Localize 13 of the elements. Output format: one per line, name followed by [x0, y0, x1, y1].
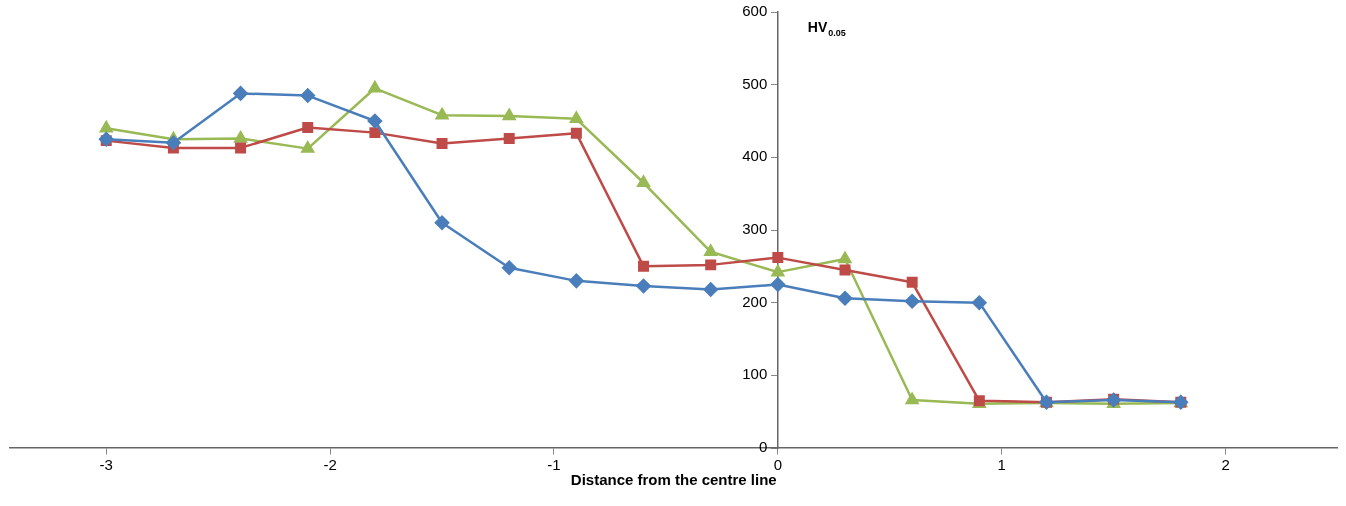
x-tick-label: -1 — [547, 456, 561, 474]
y-tick-label: 300 — [742, 220, 768, 238]
y-tick-label: 400 — [742, 147, 768, 165]
x-tick-label: -3 — [99, 456, 113, 474]
x-tick-label: 2 — [1221, 456, 1230, 474]
x-tick-label: 1 — [997, 456, 1006, 474]
y-tick-label: 200 — [742, 292, 768, 310]
y-tick-label: 100 — [742, 365, 768, 383]
x-tick-label: -2 — [323, 456, 337, 474]
x-axis-title: Distance from the centre line — [570, 471, 777, 489]
x-tick-label: 0 — [773, 456, 783, 474]
y-tick-label: 600 — [742, 2, 768, 20]
y-tick-label: 500 — [742, 74, 768, 92]
